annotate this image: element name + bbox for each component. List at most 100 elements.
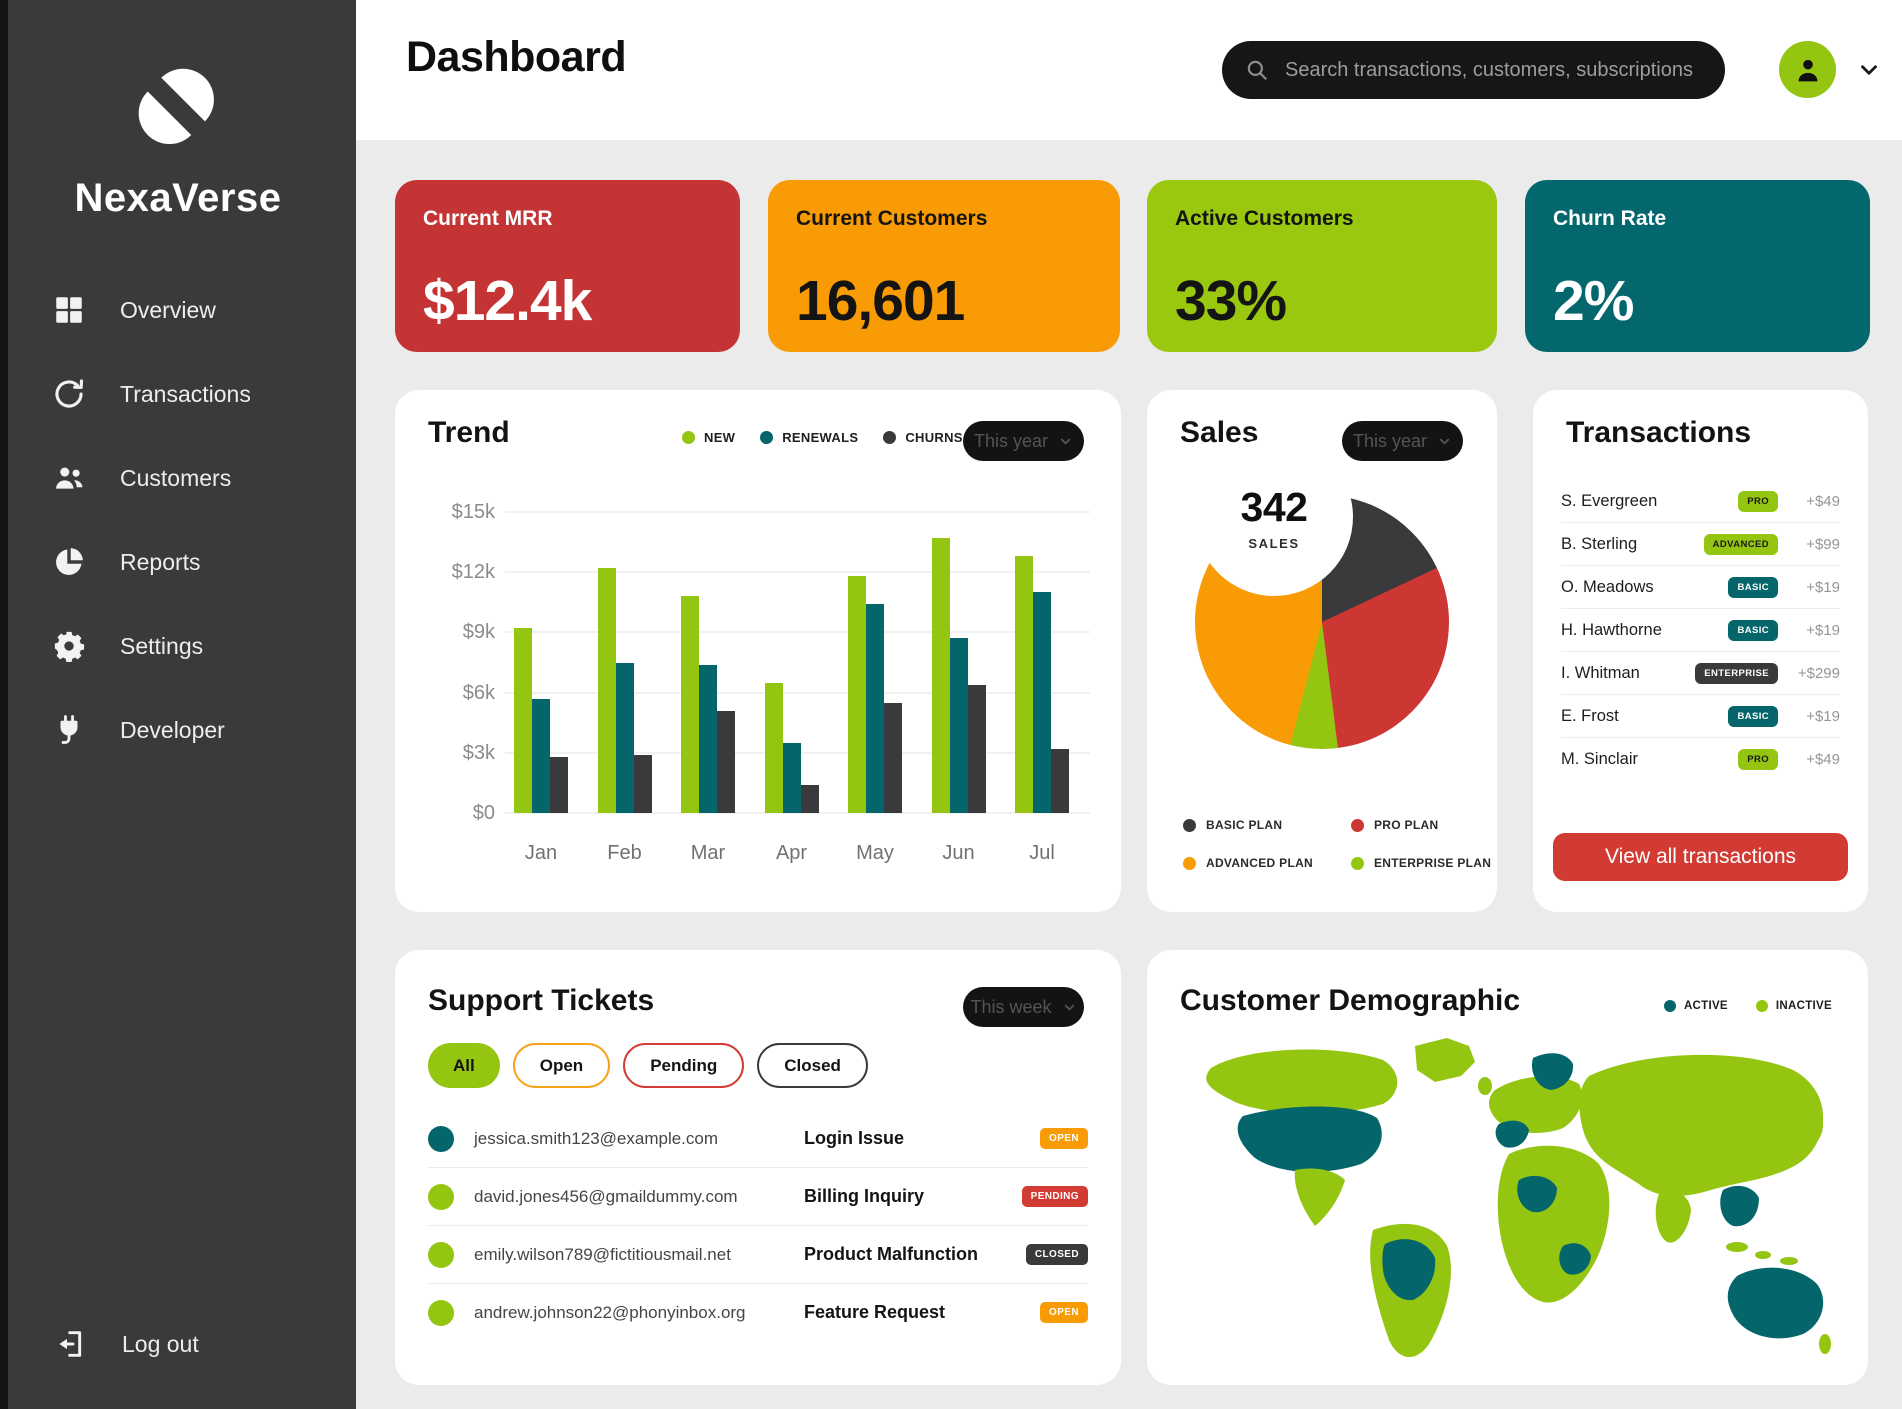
transaction-row-h-hawthorne[interactable]: H. Hawthorne BASIC +$19 xyxy=(1561,609,1840,652)
map-region-canada xyxy=(1206,1049,1398,1114)
x-tick-label-jul: Jul xyxy=(1029,842,1055,864)
bar-new-apr xyxy=(764,682,783,813)
demographic-legend-active: ACTIVE xyxy=(1663,1000,1728,1012)
transaction-row-m-sinclair[interactable]: M. Sinclair PRO +$49 xyxy=(1561,738,1840,780)
transaction-name: O. Meadows xyxy=(1561,577,1654,596)
x-tick-label-jun: Jun xyxy=(942,842,975,864)
search-placeholder: Search transactions, customers, subscrip… xyxy=(1285,58,1693,81)
x-tick-label-may: May xyxy=(856,842,894,864)
plan-badge: ADVANCED xyxy=(1703,533,1778,555)
logout-button[interactable]: Log out xyxy=(52,1328,199,1360)
sidebar-item-label: Settings xyxy=(120,632,204,659)
transaction-name: M. Sinclair xyxy=(1561,749,1639,768)
bar-churns-may xyxy=(884,702,902,813)
demographic-legend-label: ACTIVE xyxy=(1683,1000,1728,1012)
map-region-indonesia-2 xyxy=(1755,1251,1771,1259)
sidebar-item-settings[interactable]: Settings xyxy=(0,604,356,688)
transaction-row-s-evergreen[interactable]: S. Evergreen PRO +$49 xyxy=(1561,480,1840,523)
ticket-avatar-dot xyxy=(428,1299,454,1326)
trend-period-dropdown[interactable]: This year xyxy=(963,421,1084,461)
kpi-card-active-customers: Active Customers 33% xyxy=(1147,180,1497,352)
plan-badge: BASIC xyxy=(1728,705,1778,727)
transaction-name: S. Evergreen xyxy=(1561,491,1658,510)
demographic-legend-inactive: INACTIVE xyxy=(1755,1000,1832,1012)
map-region-asia xyxy=(1579,1054,1824,1197)
filter-closed[interactable]: Closed xyxy=(757,1043,868,1088)
chevron-down-icon xyxy=(1064,1004,1074,1010)
ticket-subject: Product Malfunction xyxy=(804,1244,978,1264)
ticket-row-product-malfunction[interactable]: emily.wilson789@fictitiousmail.net Produc… xyxy=(428,1226,1088,1284)
sales-total-label: SALES xyxy=(1248,535,1300,551)
map-region-indonesia-1 xyxy=(1726,1242,1748,1252)
sidebar-item-customers[interactable]: Customers xyxy=(0,436,356,520)
sales-legend-label: PRO PLAN xyxy=(1374,818,1439,832)
page-title: Dashboard xyxy=(406,33,627,81)
brand-logo-icon xyxy=(126,62,230,145)
ticket-avatar-dot xyxy=(428,1183,454,1210)
trend-period-label: This year xyxy=(973,430,1049,451)
ticket-row-feature-request[interactable]: andrew.johnson22@phonyinbox.org Feature R… xyxy=(428,1284,1088,1341)
transaction-row-o-meadows[interactable]: O. Meadows BASIC +$19 xyxy=(1561,566,1840,609)
sidebar-nav: Overview Transactions Customers Reports Sett… xyxy=(0,268,356,772)
x-tick-label-mar: Mar xyxy=(690,842,726,864)
bar-renewals-may xyxy=(866,604,884,813)
map-region-europe xyxy=(1489,1076,1583,1133)
ticket-row-login-issue[interactable]: jessica.smith123@example.com Login Issue O… xyxy=(428,1110,1088,1168)
transaction-amount: +$49 xyxy=(1806,750,1840,768)
bar-renewals-feb xyxy=(615,662,634,813)
sidebar-item-overview[interactable]: Overview xyxy=(0,268,356,352)
ticket-row-billing-inquiry[interactable]: david.jones456@gmaildummy.com Billing Inq… xyxy=(428,1168,1088,1226)
sales-legend-basic-plan: BASIC PLAN xyxy=(1183,818,1351,832)
y-tick-label: $15k xyxy=(451,501,495,523)
sidebar-item-transactions[interactable]: Transactions xyxy=(0,352,356,436)
bar-new-may xyxy=(848,576,866,813)
search-icon xyxy=(1247,60,1267,80)
map-region-greenland xyxy=(1415,1038,1475,1082)
view-all-transactions-button[interactable]: View all transactions xyxy=(1553,833,1848,881)
gridline xyxy=(505,631,1090,634)
ticket-subject: Billing Inquiry xyxy=(804,1186,924,1206)
plan-badge: BASIC xyxy=(1728,576,1778,598)
filter-all[interactable]: All xyxy=(428,1043,500,1088)
pie-icon xyxy=(52,545,86,579)
kpi-label: Current Customers xyxy=(796,207,988,230)
sales-legend: BASIC PLAN PRO PLAN ADVANCED PLAN ENTERPRIS… xyxy=(1183,818,1491,870)
legend-dot xyxy=(1663,1000,1676,1012)
support-period-dropdown[interactable]: This week xyxy=(963,987,1084,1027)
customer-demographic-card: Customer Demographic ACTIVE INACTIVE xyxy=(1147,950,1868,1385)
search-input[interactable]: Search transactions, customers, subscrip… xyxy=(1222,41,1725,99)
avatar[interactable] xyxy=(1779,41,1836,98)
ticket-email: andrew.johnson22@phonyinbox.org xyxy=(474,1302,746,1322)
transaction-amount: +$299 xyxy=(1797,664,1840,682)
sales-period-dropdown[interactable]: This year xyxy=(1342,421,1463,461)
chevron-down-icon[interactable] xyxy=(1856,57,1882,83)
bar-churns-jun xyxy=(967,684,986,813)
filter-pending[interactable]: Pending xyxy=(623,1043,745,1088)
plan-badge: PRO xyxy=(1738,748,1778,770)
gridline xyxy=(505,571,1090,574)
sales-period-label: This year xyxy=(1352,430,1428,451)
transaction-row-b-sterling[interactable]: B. Sterling ADVANCED +$99 xyxy=(1561,523,1840,566)
trend-legend-new: NEW xyxy=(682,430,735,445)
ticket-status-badge: OPEN xyxy=(1040,1128,1088,1149)
trend-legend-label: NEW xyxy=(704,430,736,445)
trend-x-axis: Jan Feb Mar Apr May Jun Jul xyxy=(505,842,1090,868)
ticket-list: jessica.smith123@example.com Login Issue O… xyxy=(428,1110,1088,1341)
sidebar-item-developer[interactable]: Developer xyxy=(0,688,356,772)
sidebar-item-label: Reports xyxy=(120,548,201,575)
bar-churns-jul xyxy=(1051,748,1069,813)
ticket-avatar-dot xyxy=(428,1125,454,1152)
ticket-status-badge: OPEN xyxy=(1040,1302,1088,1323)
demographic-legend-label: INACTIVE xyxy=(1775,1000,1832,1012)
sidebar-item-reports[interactable]: Reports xyxy=(0,520,356,604)
transaction-row-e-frost[interactable]: E. Frost BASIC +$19 xyxy=(1561,695,1840,738)
transaction-row-i-whitman[interactable]: I. Whitman ENTERPRISE +$299 xyxy=(1561,652,1840,695)
legend-dot xyxy=(1183,818,1196,832)
plug-icon xyxy=(52,713,86,747)
support-tickets-title: Support Tickets xyxy=(428,984,655,1017)
transaction-name: B. Sterling xyxy=(1561,534,1638,553)
filter-open[interactable]: Open xyxy=(512,1043,611,1088)
ticket-status-badge: CLOSED xyxy=(1025,1244,1088,1265)
kpi-label: Active Customers xyxy=(1175,207,1354,230)
